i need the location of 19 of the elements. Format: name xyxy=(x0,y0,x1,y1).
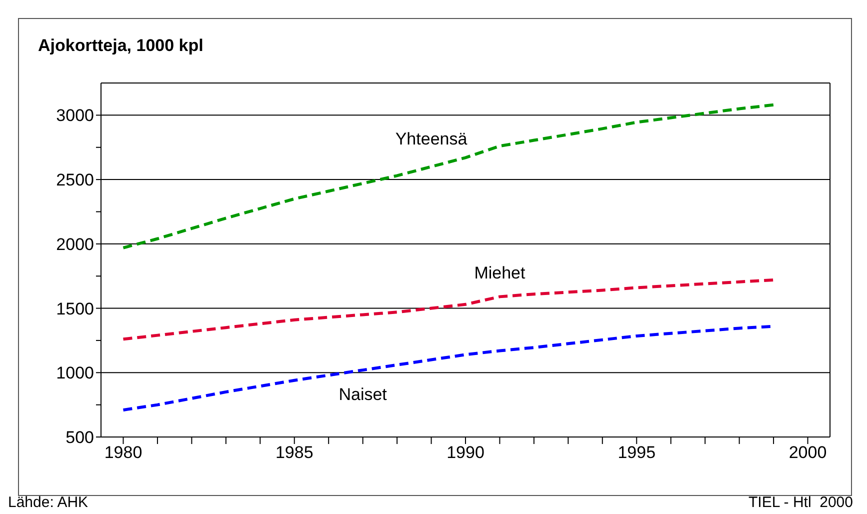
y-tick-label: 500 xyxy=(66,428,94,448)
line-series xyxy=(122,103,776,250)
text: TIEL - Htl 2000 xyxy=(748,494,853,511)
x-tick-label: 2000 xyxy=(788,443,827,462)
y-tick-label: 3000 xyxy=(56,106,94,126)
series-label: Miehet xyxy=(474,264,526,283)
chart-title: Ajokortteja, 1000 kpl xyxy=(38,36,204,56)
y-tick-label: 2500 xyxy=(56,170,94,190)
text: Lähde: AHK xyxy=(8,494,88,511)
y-tick-label: 1500 xyxy=(56,299,94,318)
y-tick-label: 2000 xyxy=(56,234,94,254)
x-tick-label: 1995 xyxy=(618,443,656,462)
series-label: Yhteensä xyxy=(395,130,468,149)
x-tick-label: 1980 xyxy=(104,443,142,462)
y-tick-label: 1000 xyxy=(56,364,94,383)
x-tick-label: 1985 xyxy=(275,443,314,462)
series-label: Naiset xyxy=(338,385,388,404)
x-tick-label: 1990 xyxy=(446,443,484,462)
line-series xyxy=(122,278,776,341)
